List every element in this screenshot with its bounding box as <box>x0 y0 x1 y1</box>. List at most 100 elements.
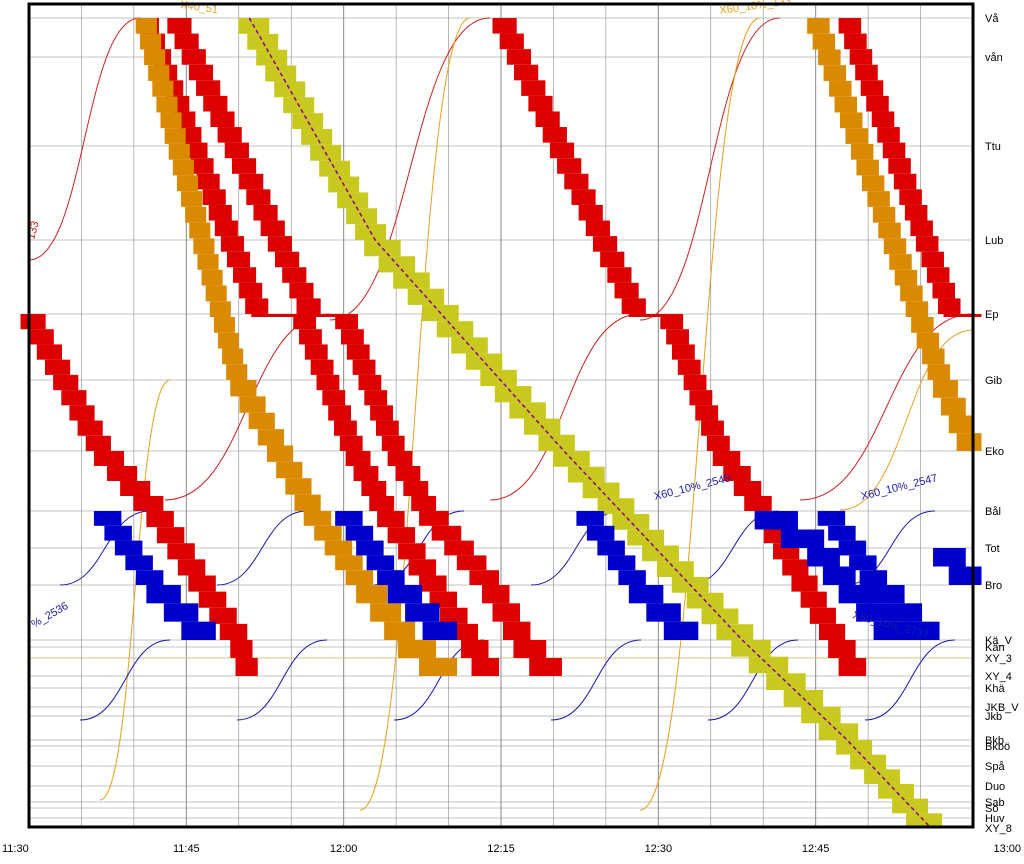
train-path-block <box>499 33 524 50</box>
train-path-block <box>294 494 321 511</box>
train-path-block <box>316 374 340 391</box>
speed-profile-orange <box>99 379 171 801</box>
train-path-block <box>177 559 206 576</box>
train-path-block <box>253 204 278 221</box>
train-path-block <box>845 128 868 144</box>
train-path-block <box>419 511 449 526</box>
train-path-block <box>492 18 517 34</box>
train-path-block <box>266 445 294 462</box>
train-path-block <box>899 189 922 205</box>
train-path-block <box>701 420 724 436</box>
train-path-block <box>387 585 423 604</box>
train-path-block <box>456 555 487 571</box>
train-path-block <box>172 159 194 176</box>
train-path-block <box>260 220 285 237</box>
train-path-block <box>339 435 363 451</box>
train-path-block <box>450 623 479 640</box>
train-path-block <box>731 640 771 657</box>
train-path-block <box>849 49 873 65</box>
train-path-block <box>167 543 195 560</box>
station-label: Bkbö <box>985 741 1010 753</box>
speed-profile-blue <box>550 639 642 721</box>
train-path-block <box>585 220 610 237</box>
train-path-block <box>384 621 416 640</box>
train-path-block <box>230 640 253 658</box>
train-path-block <box>838 540 867 556</box>
train-path-block <box>838 18 862 34</box>
train-path-block <box>387 451 413 466</box>
train-path-block <box>188 575 216 592</box>
train-path-block <box>877 127 900 143</box>
train-path-block <box>461 640 489 658</box>
train-path-block <box>208 204 232 221</box>
train-path-block <box>754 511 798 530</box>
train-path-block <box>214 220 238 237</box>
speed-profile-orange <box>359 17 471 811</box>
station-label: XY_3 <box>985 653 1012 665</box>
train-path-block <box>274 251 300 268</box>
train-path-block <box>860 80 884 96</box>
train-path-block <box>883 238 907 255</box>
train-path-block <box>310 359 334 375</box>
speed-profile-blue <box>59 510 151 586</box>
train-path-block <box>335 511 363 526</box>
train-path-block <box>905 621 940 640</box>
train-path-block <box>586 525 615 541</box>
train-path-block <box>549 142 575 159</box>
train-path-block <box>203 95 228 112</box>
train-path-block <box>904 204 928 221</box>
train-path-block <box>276 461 303 479</box>
speed-profile-blue <box>236 639 328 721</box>
train-path-block <box>576 511 604 526</box>
train-path-block <box>337 192 369 209</box>
train-path-block <box>231 158 257 174</box>
train-path-block <box>335 314 358 330</box>
train-path-block <box>144 49 166 66</box>
train-path-block <box>571 189 596 205</box>
train-path-block <box>176 175 199 192</box>
train-path-block <box>582 482 620 499</box>
train-path-block <box>597 498 635 514</box>
station-label: Bkb <box>985 735 1004 747</box>
speed-profile-red <box>329 17 491 321</box>
train-path-block <box>916 332 940 349</box>
train-path-block <box>292 113 324 129</box>
train-path-block <box>834 96 858 113</box>
train-path-block <box>444 540 474 556</box>
station-label: Bål <box>985 506 1001 518</box>
train-path-block <box>557 158 582 174</box>
train-path-block <box>482 585 510 604</box>
train-path-block <box>671 344 695 360</box>
station-label: Kä_V <box>985 635 1013 647</box>
train-path-block <box>915 236 939 252</box>
train-path-block <box>828 525 856 541</box>
train-path-block <box>431 525 462 541</box>
train-path-block <box>607 267 632 283</box>
station-label: Lub <box>985 235 1003 247</box>
train-path-block <box>614 282 639 299</box>
station-label: Vå <box>985 13 999 25</box>
train-path-block <box>369 496 395 511</box>
station-label: Khä <box>985 683 1005 695</box>
train-path-block <box>618 570 646 585</box>
train-path-block <box>597 540 625 556</box>
train-path-block <box>163 603 199 622</box>
train-path-block <box>878 784 915 799</box>
train-path-block <box>932 282 956 299</box>
station-label: XY_4 <box>985 671 1012 683</box>
train-path-block <box>160 112 182 129</box>
train-path-block <box>335 555 363 571</box>
train-path-block <box>893 173 917 190</box>
train-path-block <box>146 511 174 528</box>
train-path-block <box>766 673 806 690</box>
train-path-block <box>289 282 314 299</box>
train-path-block <box>480 369 517 387</box>
station-label: XY_8 <box>985 823 1012 835</box>
train-path-block <box>340 329 364 345</box>
train-path-block <box>465 353 503 370</box>
train-path-block <box>911 317 934 333</box>
x-tick-label: 12:15 <box>487 843 515 855</box>
train-path-block <box>114 540 143 556</box>
